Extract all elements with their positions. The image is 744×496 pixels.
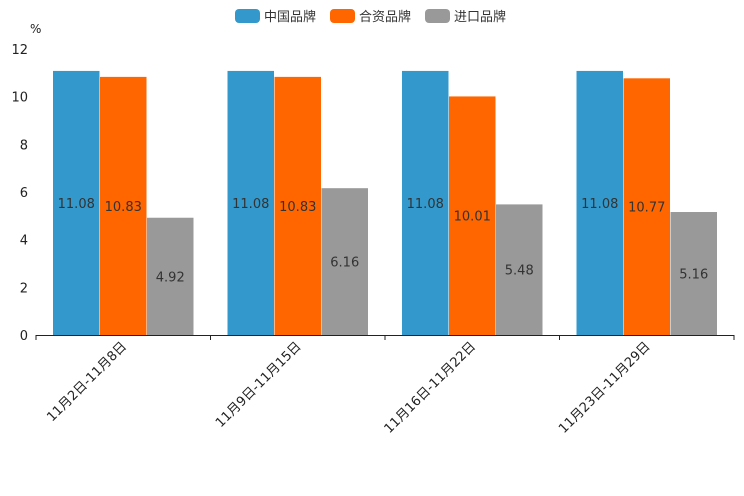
y-tick-label: 0 (20, 329, 28, 344)
bars (53, 70, 717, 335)
bar-3-2 (321, 188, 368, 335)
bar-3-3 (496, 204, 543, 335)
bar-value-label: 11.08 (58, 197, 95, 212)
bar-value-label: 11.08 (232, 197, 269, 212)
legend-swatch (235, 9, 260, 23)
value-labels: 11.08 10.83 4.92 11.08 10.83 6.16 11.08 10.01 5.… (58, 197, 709, 285)
bar-1-1 (53, 70, 100, 335)
y-tick-label: 12 (11, 43, 28, 58)
y-tick-label: 2 (20, 281, 28, 296)
legend-swatch (425, 9, 450, 23)
bar-value-label: 5.16 (679, 268, 708, 283)
bar-value-label: 6.16 (330, 256, 359, 271)
x-category-label: 11月9日-11月15日 (213, 339, 305, 431)
y-tick-label: 8 (20, 138, 28, 153)
legend: 中国品牌 合资品牌 进口品牌 (235, 9, 506, 25)
bar-value-label: 11.08 (407, 197, 444, 212)
bar-value-label: 4.92 (156, 270, 185, 285)
bar-1-3 (402, 70, 449, 335)
x-category-label: 11月16日-11月22日 (382, 339, 479, 436)
bar-value-label: 11.08 (581, 197, 618, 212)
y-tick-label: 6 (20, 186, 28, 201)
bar-value-label: 10.83 (279, 200, 316, 215)
bar-1-4 (576, 70, 623, 335)
bar-1-2 (227, 70, 274, 335)
bar-2-3 (449, 96, 496, 335)
x-category-label: 11月2日-11月8日 (44, 339, 130, 425)
bar-2-2 (274, 76, 321, 335)
legend-swatch (330, 9, 355, 23)
bar-3-1 (147, 217, 194, 335)
y-tick-label: 4 (20, 234, 28, 249)
bar-2-1 (100, 76, 147, 335)
bar-value-label: 5.48 (505, 264, 534, 279)
bar-value-label: 10.83 (105, 200, 142, 215)
bar-2-4 (623, 78, 670, 335)
bar-value-label: 10.77 (628, 201, 665, 216)
legend-label: 进口品牌 (454, 9, 506, 25)
y-tick-label: 10 (11, 91, 28, 106)
x-axis: 11月2日-11月8日 11月9日-11月15日 11月16日-11月22日 11月2… (35, 335, 735, 437)
x-category-label: 11月23日-11月29日 (556, 339, 653, 436)
y-axis: 0 2 4 6 8 10 12 (11, 43, 28, 344)
bar-3-4 (670, 212, 717, 335)
bar-value-label: 10.01 (454, 210, 491, 225)
legend-label: 中国品牌 (264, 9, 316, 25)
y-axis-unit-label: % (30, 22, 41, 36)
legend-label: 合资品牌 (359, 9, 411, 25)
